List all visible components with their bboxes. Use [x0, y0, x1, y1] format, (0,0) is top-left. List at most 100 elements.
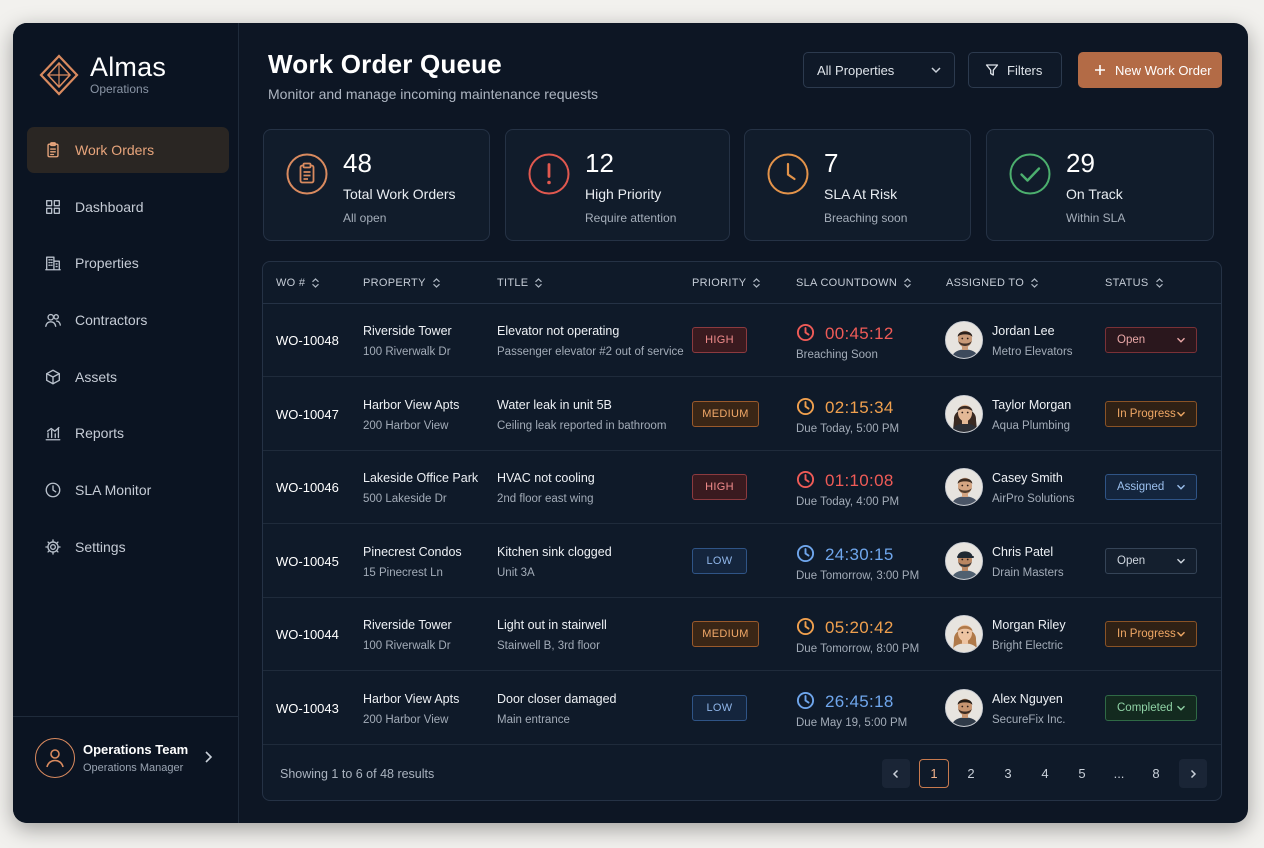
stat-card-high-priority[interactable]: 12 High Priority Require attention: [505, 129, 730, 241]
work-order-description: Stairwell B, 3rd floor: [497, 640, 600, 652]
sidebar-item-contractors[interactable]: Contractors: [27, 297, 229, 343]
alert-circle-icon: [528, 153, 570, 195]
table-row[interactable]: WO-10044 Riverside Tower 100 Riverwalk Dr L…: [263, 598, 1221, 671]
table-row[interactable]: WO-10047 Harbor View Apts 200 Harbor View W…: [263, 378, 1221, 451]
stat-card-on-track[interactable]: 29 On Track Within SLA: [986, 129, 1214, 241]
sidebar-item-reports[interactable]: Reports: [27, 410, 229, 456]
column-label: PRIORITY: [692, 277, 747, 289]
column-header-property[interactable]: PROPERTY: [363, 277, 441, 289]
clock-icon: [45, 482, 61, 498]
pagination-page[interactable]: 5: [1071, 759, 1093, 788]
pagination-page[interactable]: 1: [919, 759, 949, 788]
pagination-prev-button[interactable]: [882, 759, 910, 788]
brand-logo[interactable]: Almas Operations: [38, 53, 166, 96]
status-dropdown[interactable]: Open: [1105, 327, 1197, 353]
column-header-wo[interactable]: WO #: [276, 277, 320, 289]
column-label: STATUS: [1105, 277, 1149, 289]
property-name: Pinecrest Condos: [363, 544, 462, 559]
filters-button[interactable]: Filters: [968, 52, 1062, 88]
work-order-table: WO # PROPERTY TITLE PRIORITY SLA COUNTDOWN AS…: [262, 261, 1222, 801]
sidebar-item-settings[interactable]: Settings: [27, 524, 229, 570]
users-icon: [45, 313, 61, 328]
sidebar-item-work-orders[interactable]: Work Orders: [27, 127, 229, 173]
chevron-down-icon: [1177, 337, 1185, 343]
chevron-down-icon: [1177, 484, 1185, 490]
pagination-page[interactable]: 4: [1034, 759, 1056, 788]
column-header-sla-countdown[interactable]: SLA COUNTDOWN: [796, 277, 912, 289]
table-row[interactable]: WO-10043 Harbor View Apts 200 Harbor View D…: [263, 672, 1221, 745]
user-profile[interactable]: Operations Team Operations Manager: [13, 716, 239, 823]
work-order-title[interactable]: Door closer damaged: [497, 691, 617, 706]
avatar-portrait-icon: [946, 469, 982, 505]
property-name: Harbor View Apts: [363, 397, 460, 412]
sidebar-item-label: Work Orders: [75, 142, 155, 158]
new-work-order-button[interactable]: New Work Order: [1078, 52, 1222, 88]
pagination-page[interactable]: 2: [960, 759, 982, 788]
status-dropdown[interactable]: Assigned: [1105, 474, 1197, 500]
status-value: In Progress: [1117, 407, 1176, 420]
property-address: 200 Harbor View: [363, 419, 449, 432]
clipboard-icon: [286, 153, 328, 195]
property-select[interactable]: All Properties: [803, 52, 955, 88]
assignee-company: AirPro Solutions: [992, 493, 1075, 505]
column-label: SLA COUNTDOWN: [796, 277, 898, 289]
sidebar-item-label: Reports: [75, 425, 125, 442]
avatar-portrait-icon: [946, 542, 982, 579]
sidebar-item-assets[interactable]: Assets: [27, 354, 229, 400]
pagination-page[interactable]: ...: [1108, 759, 1130, 788]
assignee-company: SecureFix Inc.: [992, 713, 1066, 726]
bar-chart-icon: [45, 427, 61, 441]
pagination-next-button[interactable]: [1179, 759, 1207, 788]
assignee-company: Bright Electric: [992, 640, 1063, 652]
table-row[interactable]: WO-10045 Pinecrest Condos 15 Pinecrest Ln K…: [263, 525, 1221, 598]
page-title: Work Order Queue: [268, 49, 502, 79]
wo-number[interactable]: WO-10048: [276, 333, 339, 348]
diamond-logo-icon: [39, 53, 79, 96]
status-dropdown[interactable]: Open: [1105, 547, 1197, 574]
column-header-priority[interactable]: PRIORITY: [692, 277, 761, 289]
assignee-name: Casey Smith: [992, 471, 1063, 485]
stat-label: SLA At Risk: [824, 186, 898, 202]
avatar: [945, 541, 983, 580]
work-order-title[interactable]: Elevator not operating: [497, 324, 620, 338]
sort-icon: [1155, 278, 1163, 288]
column-header-title[interactable]: TITLE: [497, 277, 543, 289]
table-row[interactable]: WO-10046 Lakeside Office Park 500 Lakeside…: [263, 451, 1221, 524]
wo-number[interactable]: WO-10047: [276, 406, 339, 422]
stat-card-total-work-orders[interactable]: 48 Total Work Orders All open: [263, 129, 490, 241]
property-name: Harbor View Apts: [363, 691, 460, 706]
stat-subtext: All open: [343, 211, 387, 225]
wo-number[interactable]: WO-10044: [276, 627, 339, 642]
chevron-right-icon[interactable]: [201, 750, 215, 764]
pagination-page[interactable]: 3: [997, 759, 1019, 788]
work-order-title[interactable]: Kitchen sink clogged: [497, 544, 612, 559]
column-header-status[interactable]: STATUS: [1105, 277, 1164, 289]
new-work-order-label: New Work Order: [1115, 62, 1212, 78]
wo-number[interactable]: WO-10043: [276, 700, 339, 716]
status-dropdown[interactable]: Completed: [1105, 694, 1197, 721]
property-address: 200 Harbor View: [363, 713, 449, 726]
page-number: 4: [1041, 766, 1049, 781]
avatar: [945, 688, 983, 727]
sla-countdown: 24:30:15: [825, 544, 894, 564]
check-circle-icon: [1009, 153, 1051, 195]
wo-number[interactable]: WO-10046: [276, 480, 339, 495]
sidebar-item-properties[interactable]: Properties: [27, 240, 229, 286]
wo-number[interactable]: WO-10045: [276, 553, 339, 569]
work-order-title[interactable]: Water leak in unit 5B: [497, 397, 612, 412]
work-order-title[interactable]: Light out in stairwell: [497, 618, 607, 632]
stat-card-sla-at-risk[interactable]: 7 SLA At Risk Breaching soon: [744, 129, 971, 241]
column-header-assigned-to[interactable]: ASSIGNED TO: [946, 277, 1039, 289]
sidebar-item-sla-monitor[interactable]: SLA Monitor: [27, 467, 229, 513]
status-dropdown[interactable]: In Progress: [1105, 400, 1197, 427]
status-dropdown[interactable]: In Progress: [1105, 621, 1197, 647]
status-value: Open: [1117, 334, 1146, 346]
sidebar: Almas Operations Work Orders Dashboard Pro…: [13, 23, 239, 823]
table-row[interactable]: WO-10048 Riverside Tower 100 Riverwalk Dr E…: [263, 304, 1221, 377]
property-name: Riverside Tower: [363, 618, 452, 632]
pagination-page[interactable]: 8: [1145, 759, 1167, 788]
assignee-company: Drain Masters: [992, 566, 1064, 579]
column-label: WO #: [276, 277, 306, 289]
sidebar-item-dashboard[interactable]: Dashboard: [27, 184, 229, 230]
work-order-title[interactable]: HVAC not cooling: [497, 471, 595, 485]
